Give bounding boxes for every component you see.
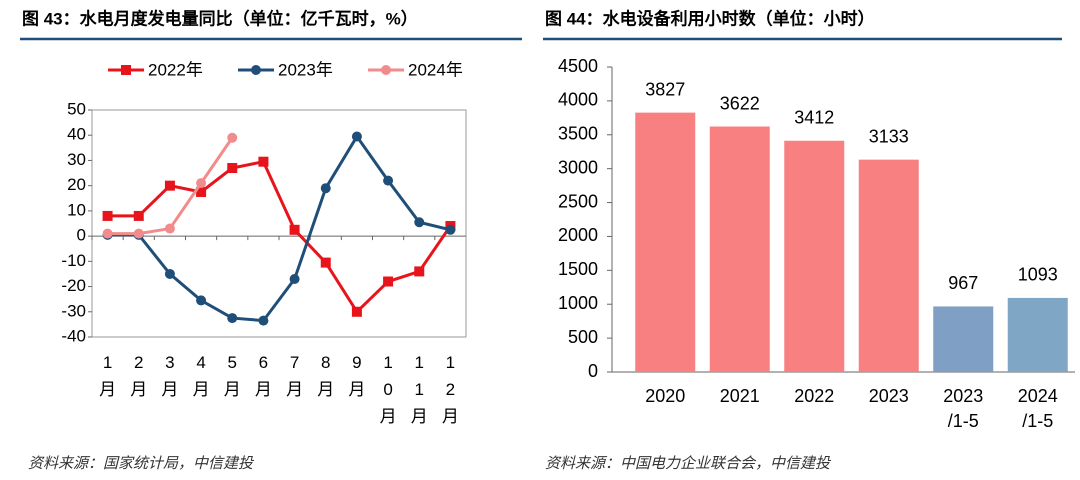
value-label: 3412 [794, 107, 834, 127]
marker [383, 175, 394, 186]
marker [383, 276, 394, 287]
bar [933, 306, 994, 372]
x-tick-label: 2022 [794, 386, 834, 406]
source: 资料来源：国家统计局，中信建投 [28, 455, 255, 472]
y-tick-label: -20 [61, 276, 86, 295]
marker [289, 224, 300, 235]
bar [784, 140, 845, 372]
chart-title: 图 44：水电设备利用小时数（单位：小时） [545, 8, 875, 28]
y-tick-label: 2500 [558, 191, 598, 211]
marker [320, 257, 331, 268]
y-tick-label: 0 [77, 226, 86, 245]
marker [196, 295, 207, 306]
marker [227, 313, 238, 324]
marker [227, 132, 238, 143]
plot-frame [91, 109, 467, 338]
y-tick-label: 4000 [558, 90, 598, 110]
y-tick-label: 40 [67, 125, 86, 144]
y-tick-label: 1500 [558, 259, 598, 279]
y-tick-label: 10 [67, 200, 86, 219]
y-tick-label: 500 [568, 327, 598, 347]
marker [133, 210, 144, 221]
y-tick-label: 2000 [558, 225, 598, 245]
value-label: 1093 [1018, 265, 1058, 285]
marker [258, 156, 269, 167]
y-tick-label: 3000 [558, 157, 598, 177]
marker [102, 210, 113, 221]
marker [164, 180, 175, 191]
y-tick-label: 4500 [558, 56, 598, 76]
bar [635, 112, 696, 372]
y-tick-label: -30 [61, 301, 86, 320]
marker [133, 228, 144, 239]
marker [196, 186, 207, 197]
legend-marker [121, 65, 131, 75]
legend-label: 2022年 [148, 60, 203, 79]
marker [102, 228, 113, 239]
x-tick-label: 2024/1-5 [1018, 386, 1058, 431]
marker [227, 163, 238, 174]
marker [289, 273, 300, 284]
y-tick-label: 1000 [558, 293, 598, 313]
bar [709, 126, 770, 373]
x-tick-label: 2020 [645, 386, 685, 406]
marker [414, 217, 425, 228]
marker [196, 178, 207, 189]
series-line [107, 159, 452, 315]
marker [320, 183, 331, 194]
source: 资料来源：中国电力企业联合会，中信建投 [545, 455, 832, 472]
chart-title: 图 43：水电月度发电量同比（单位：亿千瓦时，%） [22, 8, 418, 28]
y-tick-label: 0 [588, 361, 598, 381]
x-tick-label: 2023/1-5 [943, 386, 983, 431]
legend-marker [251, 65, 261, 75]
x-tick-label: 2021 [720, 386, 760, 406]
marker [164, 268, 175, 279]
value-label: 3133 [869, 126, 909, 146]
y-tick-label: -40 [61, 326, 86, 345]
bar [1007, 297, 1068, 372]
y-tick-label: 3500 [558, 124, 598, 144]
y-tick-label: 20 [67, 175, 86, 194]
legend-marker [381, 65, 391, 75]
marker [351, 306, 362, 317]
series-line [107, 133, 451, 323]
y-tick-label: 30 [67, 150, 86, 169]
y-tick-label: -10 [61, 251, 86, 270]
marker [164, 223, 175, 234]
marker [445, 224, 456, 235]
marker [351, 131, 362, 142]
marker [258, 315, 269, 326]
legend-label: 2024年 [408, 60, 463, 79]
value-label: 3827 [645, 79, 685, 99]
value-label: 3622 [720, 93, 760, 113]
x-tick-label: 2023 [869, 386, 909, 406]
value-label: 967 [948, 273, 978, 293]
legend-label: 2023年 [278, 60, 333, 79]
marker [414, 266, 425, 277]
y-tick-label: 50 [67, 99, 86, 118]
bar [858, 159, 919, 372]
